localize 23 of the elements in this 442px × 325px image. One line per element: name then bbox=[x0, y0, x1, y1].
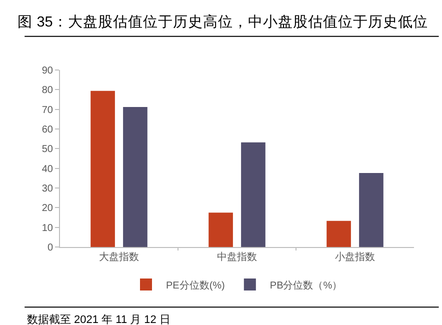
x-tick-label: 小盘指数 bbox=[335, 251, 375, 263]
legend-label: PE分位数(%) bbox=[166, 279, 225, 292]
bar bbox=[90, 90, 115, 247]
y-tick-label: 80 bbox=[42, 85, 54, 96]
bar bbox=[241, 142, 266, 247]
y-tick-label: 0 bbox=[47, 242, 54, 254]
y-tick-label: 90 bbox=[42, 66, 54, 76]
y-tick-label: 40 bbox=[42, 164, 54, 175]
y-tick-label: 60 bbox=[42, 124, 54, 136]
bar bbox=[208, 212, 233, 247]
x-tick-label: 中盘指数 bbox=[217, 251, 257, 263]
bar bbox=[123, 106, 148, 247]
y-tick-label: 10 bbox=[42, 222, 54, 234]
y-tick-label: 20 bbox=[42, 203, 54, 214]
bar bbox=[326, 220, 351, 247]
chart-title: 图 35：大盘股估值位于历史高位，中小盘股估值位于历史低位 bbox=[18, 13, 428, 30]
y-tick-label: 50 bbox=[42, 144, 54, 156]
legend-label: PB分位数（%） bbox=[270, 279, 342, 292]
bar bbox=[359, 173, 384, 247]
text: 数据截至 2021 年 11 月 12 日 bbox=[27, 313, 170, 325]
y-tick-label: 30 bbox=[42, 184, 54, 194]
x-tick-label: 大盘指数 bbox=[99, 251, 139, 263]
y-tick-label: 70 bbox=[42, 104, 54, 116]
